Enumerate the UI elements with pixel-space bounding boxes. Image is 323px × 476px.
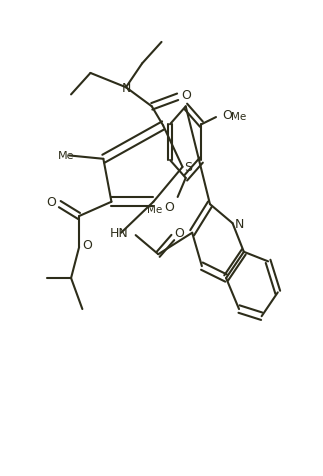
- Text: HN: HN: [110, 227, 129, 240]
- Text: N: N: [234, 217, 244, 230]
- Text: O: O: [174, 227, 184, 240]
- Text: O: O: [181, 89, 191, 102]
- Text: O: O: [82, 238, 92, 252]
- Text: N: N: [121, 81, 131, 95]
- Text: O: O: [222, 109, 232, 122]
- Text: S: S: [184, 161, 192, 174]
- Text: O: O: [165, 200, 174, 214]
- Text: Me: Me: [147, 205, 163, 214]
- Text: O: O: [47, 196, 57, 209]
- Text: Me: Me: [58, 151, 75, 161]
- Text: Me: Me: [231, 112, 246, 122]
